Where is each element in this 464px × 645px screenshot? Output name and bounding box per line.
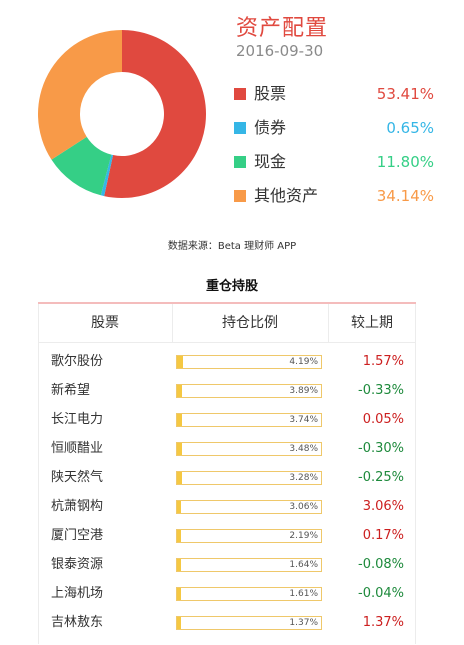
legend-swatch [234,156,246,168]
ratio-bar: 1.37% [176,616,322,630]
table-row: 杭萧钢构 3.06% 3.06% [38,493,416,521]
change-value: 1.57% [362,354,404,369]
donut-slice-1 [100,154,114,197]
column-divider [328,304,329,342]
ratio-value: 3.48% [289,444,318,454]
column-header-change: 较上期 [351,315,393,331]
legend-value: 34.14% [376,187,434,205]
donut-slice-3 [38,30,122,160]
ratio-bar: 3.89% [176,384,322,398]
stock-name: 陕天然气 [51,470,104,485]
header-divider [38,342,416,343]
ratio-bar: 3.06% [176,500,322,514]
stock-name: 恒顺醋业 [51,441,104,456]
table-row: 新希望 3.89% -0.33% [38,377,416,405]
chart-title: 资产配置 [236,16,329,41]
asset-allocation-donut-chart [38,30,206,198]
legend-label: 债券 [254,118,287,137]
ratio-bar-fill [177,588,181,600]
ratio-bar-fill [177,443,182,455]
donut-slice-2 [51,136,112,196]
change-value: 0.05% [362,412,404,427]
stock-name: 长江电力 [51,412,104,427]
legend-label: 现金 [254,152,287,171]
ratio-bar-fill [177,559,181,571]
change-value: 1.37% [362,615,404,630]
table-row: 长江电力 3.74% 0.05% [38,406,416,434]
stock-name: 歌尔股份 [51,354,104,369]
ratio-bar-fill [177,617,181,629]
donut-slice-0 [104,30,206,198]
ratio-bar-fill [177,472,182,484]
ratio-bar-fill [177,356,183,368]
stock-name: 杭萧钢构 [51,499,104,514]
legend-item: 股票 53.41% [234,82,434,106]
stock-name: 新希望 [51,383,91,398]
change-value: -0.08% [358,557,404,572]
stock-name: 上海机场 [51,586,104,601]
table-row: 上海机场 1.61% -0.04% [38,580,416,608]
ratio-value: 3.06% [289,502,318,512]
stock-name: 厦门空港 [51,528,104,543]
ratio-bar: 3.48% [176,442,322,456]
ratio-bar-fill [177,414,182,426]
ratio-value: 3.89% [289,386,318,396]
ratio-value: 1.37% [289,618,318,628]
change-value: -0.25% [358,470,404,485]
ratio-value: 1.64% [289,560,318,570]
legend-label: 股票 [254,84,287,103]
legend-value: 53.41% [376,85,434,103]
legend-swatch [234,190,246,202]
stock-name: 吉林敖东 [51,615,104,630]
ratio-bar: 2.19% [176,529,322,543]
table-row: 吉林敖东 1.37% 1.37% [38,609,416,637]
legend-label: 其他资产 [254,186,319,205]
ratio-bar-fill [177,501,181,513]
table-row: 歌尔股份 4.19% 1.57% [38,348,416,376]
ratio-bar-fill [177,530,181,542]
ratio-value: 1.61% [289,589,318,599]
holdings-title: 重仓持股 [205,279,258,294]
source-note: 数据来源：Beta 理财师 APP [167,241,297,252]
ratio-bar: 4.19% [176,355,322,369]
legend-item: 其他资产 34.14% [234,184,434,208]
ratio-value: 4.19% [289,357,318,367]
ratio-value: 3.28% [289,473,318,483]
change-value: -0.04% [358,586,404,601]
change-value: 0.17% [362,528,404,543]
legend-value: 0.65% [386,119,434,137]
table-row: 厦门空港 2.19% 0.17% [38,522,416,550]
column-header-stock: 股票 [91,315,119,331]
holdings-table: 股票 持仓比例 较上期 歌尔股份 4.19% 1.57% 新希望 3.89% -0.33%… [38,302,416,644]
ratio-bar: 1.64% [176,558,322,572]
ratio-value: 2.19% [289,531,318,541]
column-header-ratio: 持仓比例 [222,315,278,331]
change-value: 3.06% [362,499,404,514]
change-value: -0.33% [358,383,404,398]
ratio-bar: 1.61% [176,587,322,601]
legend-swatch [234,88,246,100]
ratio-bar: 3.74% [176,413,322,427]
column-divider [172,304,173,342]
table-row: 陕天然气 3.28% -0.25% [38,464,416,492]
ratio-value: 3.74% [289,415,318,425]
ratio-bar: 3.28% [176,471,322,485]
legend-item: 债券 0.65% [234,116,434,140]
legend-swatch [234,122,246,134]
chart-date: 2016-09-30 [236,42,324,60]
table-row: 银泰资源 1.64% -0.08% [38,551,416,579]
legend-item: 现金 11.80% [234,150,434,174]
table-row: 恒顺醋业 3.48% -0.30% [38,435,416,463]
stock-name: 银泰资源 [51,557,104,572]
change-value: -0.30% [358,441,404,456]
legend-value: 11.80% [376,153,434,171]
ratio-bar-fill [177,385,182,397]
